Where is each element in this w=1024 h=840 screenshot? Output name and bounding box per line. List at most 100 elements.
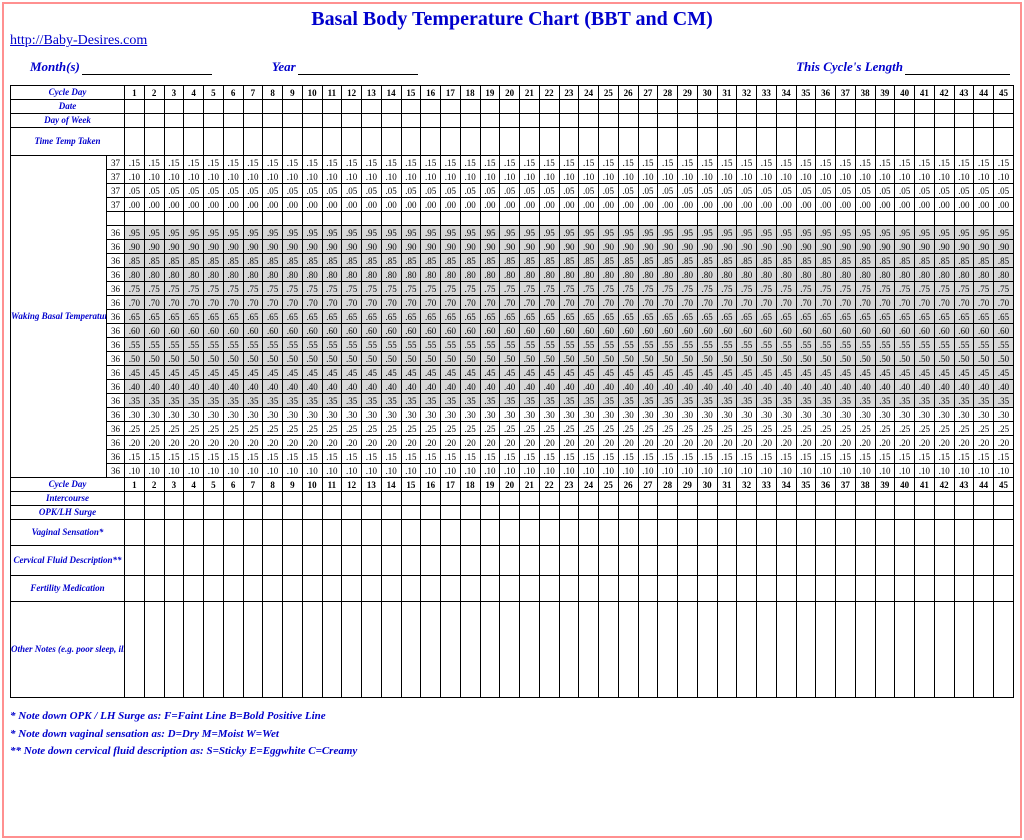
- temp-cell[interactable]: [895, 212, 915, 226]
- temp-cell[interactable]: .45: [223, 366, 243, 380]
- temp-cell[interactable]: .50: [579, 352, 599, 366]
- months-blank[interactable]: [82, 61, 212, 75]
- temp-cell[interactable]: .30: [816, 408, 836, 422]
- day-cell[interactable]: [322, 114, 342, 128]
- temp-cell[interactable]: .60: [796, 324, 816, 338]
- day-cell[interactable]: [421, 520, 441, 546]
- day-cell[interactable]: [757, 128, 777, 156]
- temp-cell[interactable]: .70: [638, 296, 658, 310]
- temp-cell[interactable]: .25: [401, 422, 421, 436]
- temp-cell[interactable]: .15: [599, 450, 619, 464]
- temp-cell[interactable]: .10: [322, 464, 342, 478]
- day-cell[interactable]: [283, 546, 303, 576]
- temp-cell[interactable]: .85: [678, 254, 698, 268]
- temp-cell[interactable]: .30: [678, 408, 698, 422]
- temp-cell[interactable]: .95: [816, 226, 836, 240]
- temp-cell[interactable]: .15: [302, 450, 322, 464]
- temp-cell[interactable]: .15: [362, 156, 382, 170]
- temp-cell[interactable]: .55: [895, 338, 915, 352]
- temp-cell[interactable]: .30: [184, 408, 204, 422]
- day-cell[interactable]: [599, 546, 619, 576]
- temp-cell[interactable]: .05: [678, 184, 698, 198]
- temp-cell[interactable]: .00: [164, 198, 184, 212]
- temp-cell[interactable]: .10: [243, 464, 263, 478]
- temp-cell[interactable]: .00: [697, 198, 717, 212]
- temp-cell[interactable]: .95: [658, 226, 678, 240]
- day-cell[interactable]: [539, 520, 559, 546]
- temp-cell[interactable]: .05: [283, 184, 303, 198]
- day-cell[interactable]: [757, 100, 777, 114]
- temp-cell[interactable]: [717, 212, 737, 226]
- temp-cell[interactable]: .25: [322, 422, 342, 436]
- temp-cell[interactable]: .00: [638, 198, 658, 212]
- temp-cell[interactable]: .35: [717, 394, 737, 408]
- temp-cell[interactable]: .80: [223, 268, 243, 282]
- temp-cell[interactable]: .10: [164, 170, 184, 184]
- temp-cell[interactable]: .80: [204, 268, 224, 282]
- temp-cell[interactable]: .70: [757, 296, 777, 310]
- temp-cell[interactable]: .90: [441, 240, 461, 254]
- temp-cell[interactable]: .15: [342, 156, 362, 170]
- temp-cell[interactable]: .35: [895, 394, 915, 408]
- temp-cell[interactable]: .00: [520, 198, 540, 212]
- day-cell[interactable]: [362, 492, 382, 506]
- temp-cell[interactable]: .35: [460, 394, 480, 408]
- temp-cell[interactable]: .10: [697, 464, 717, 478]
- temp-cell[interactable]: .55: [342, 338, 362, 352]
- temp-cell[interactable]: .05: [342, 184, 362, 198]
- day-cell[interactable]: [322, 100, 342, 114]
- day-cell[interactable]: [401, 546, 421, 576]
- temp-cell[interactable]: .20: [579, 436, 599, 450]
- day-cell[interactable]: [796, 128, 816, 156]
- temp-cell[interactable]: .35: [658, 394, 678, 408]
- day-cell[interactable]: [934, 492, 954, 506]
- day-cell[interactable]: [974, 506, 994, 520]
- temp-cell[interactable]: .45: [283, 366, 303, 380]
- temp-cell[interactable]: .25: [836, 422, 856, 436]
- temp-cell[interactable]: .70: [915, 296, 935, 310]
- temp-cell[interactable]: .00: [559, 198, 579, 212]
- temp-cell[interactable]: .10: [658, 464, 678, 478]
- day-cell[interactable]: [125, 576, 145, 602]
- temp-cell[interactable]: .25: [125, 422, 145, 436]
- temp-cell[interactable]: .20: [263, 436, 283, 450]
- temp-cell[interactable]: .20: [678, 436, 698, 450]
- temp-cell[interactable]: .15: [994, 156, 1014, 170]
- temp-cell[interactable]: .25: [223, 422, 243, 436]
- temp-cell[interactable]: .70: [184, 296, 204, 310]
- day-cell[interactable]: [816, 100, 836, 114]
- temp-cell[interactable]: .80: [855, 268, 875, 282]
- day-cell[interactable]: [796, 114, 816, 128]
- temp-cell[interactable]: .05: [954, 184, 974, 198]
- temp-cell[interactable]: .85: [164, 254, 184, 268]
- temp-cell[interactable]: .10: [776, 464, 796, 478]
- day-cell[interactable]: [816, 506, 836, 520]
- day-cell[interactable]: [678, 128, 698, 156]
- day-cell[interactable]: [974, 576, 994, 602]
- temp-cell[interactable]: .90: [460, 240, 480, 254]
- temp-cell[interactable]: .85: [223, 254, 243, 268]
- temp-cell[interactable]: .75: [796, 282, 816, 296]
- temp-cell[interactable]: .50: [539, 352, 559, 366]
- temp-cell[interactable]: .65: [520, 310, 540, 324]
- temp-cell[interactable]: .50: [895, 352, 915, 366]
- day-cell[interactable]: [322, 520, 342, 546]
- day-cell[interactable]: [855, 602, 875, 698]
- temp-cell[interactable]: .60: [381, 324, 401, 338]
- temp-cell[interactable]: .20: [381, 436, 401, 450]
- temp-cell[interactable]: .95: [243, 226, 263, 240]
- temp-cell[interactable]: .50: [915, 352, 935, 366]
- temp-cell[interactable]: .40: [855, 380, 875, 394]
- temp-cell[interactable]: .95: [520, 226, 540, 240]
- temp-cell[interactable]: .15: [638, 156, 658, 170]
- temp-cell[interactable]: .15: [144, 156, 164, 170]
- temp-cell[interactable]: .10: [895, 170, 915, 184]
- temp-cell[interactable]: .40: [994, 380, 1014, 394]
- temp-cell[interactable]: .60: [223, 324, 243, 338]
- temp-cell[interactable]: .15: [539, 450, 559, 464]
- temp-cell[interactable]: .70: [994, 296, 1014, 310]
- temp-cell[interactable]: .60: [559, 324, 579, 338]
- day-cell[interactable]: [796, 602, 816, 698]
- day-cell[interactable]: [855, 520, 875, 546]
- temp-cell[interactable]: .65: [381, 310, 401, 324]
